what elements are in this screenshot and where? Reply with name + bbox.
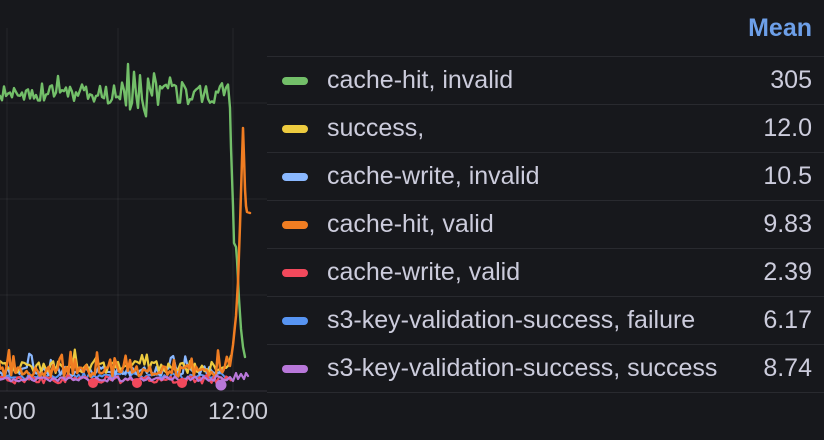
series-line-s3-key-validation-success <box>0 371 250 383</box>
legend-row: cache-write, valid 2.39 <box>267 249 824 297</box>
data-point-marker[interactable] <box>215 379 227 391</box>
series-mean-value: 9.83 <box>763 210 812 238</box>
legend-rows: cache-hit, invalid 305 success, 12.0 cache-w… <box>267 57 824 393</box>
legend-header-row: Mean <box>267 0 824 57</box>
series-mean-value: 6.17 <box>763 306 812 334</box>
x-axis-tick-label: 12:00 <box>207 398 269 425</box>
series-color-swatch[interactable] <box>282 220 308 229</box>
series-label[interactable]: s3-key-validation-success, success <box>327 354 718 382</box>
data-point-marker[interactable] <box>88 378 98 388</box>
series-mean-value: 8.74 <box>763 354 812 382</box>
series-color-swatch[interactable] <box>282 172 308 181</box>
series-mean-value: 12.0 <box>763 114 812 142</box>
legend-table: Mean cache-hit, invalid 305 success, 12.0 ca… <box>267 0 824 440</box>
x-axis-tick-label: :00 <box>2 398 36 425</box>
x-axis-tick-label: 11:30 <box>89 398 149 425</box>
series-label[interactable]: s3-key-validation-success, failure <box>327 306 696 334</box>
series-mean-value: 2.39 <box>763 258 812 286</box>
series-label[interactable]: success, <box>327 114 425 142</box>
series-label[interactable]: cache-hit, invalid <box>327 66 514 94</box>
series-label[interactable]: cache-write, valid <box>327 258 521 286</box>
series-mean-value: 10.5 <box>763 162 812 190</box>
series-line-cache-hit-valid <box>0 126 252 378</box>
legend-row: cache-hit, valid 9.83 <box>267 201 824 249</box>
series-label[interactable]: cache-write, invalid <box>327 162 540 190</box>
series-mean-value: 305 <box>770 66 812 94</box>
legend-row: cache-hit, invalid 305 <box>267 57 824 105</box>
legend-row: cache-write, invalid 10.5 <box>267 153 824 201</box>
series-label[interactable]: cache-hit, valid <box>327 210 494 238</box>
time-series-chart[interactable]: :00 11:30 12:00 <box>0 0 268 440</box>
data-point-marker[interactable] <box>132 378 142 388</box>
legend-row: s3-key-validation-success, failure 6.17 <box>267 297 824 345</box>
legend-row: s3-key-validation-success, success 8.74 <box>267 345 824 393</box>
legend-row: success, 12.0 <box>267 105 824 153</box>
series-color-swatch[interactable] <box>282 76 308 85</box>
chart-svg <box>0 28 267 392</box>
mean-column-header[interactable]: Mean <box>748 13 812 42</box>
data-point-marker[interactable] <box>177 378 187 388</box>
series-color-swatch[interactable] <box>282 124 308 133</box>
series-color-swatch[interactable] <box>282 364 308 373</box>
series-line-cache-hit-invalid <box>0 62 247 359</box>
series-color-swatch[interactable] <box>282 316 308 325</box>
series-color-swatch[interactable] <box>282 268 308 277</box>
